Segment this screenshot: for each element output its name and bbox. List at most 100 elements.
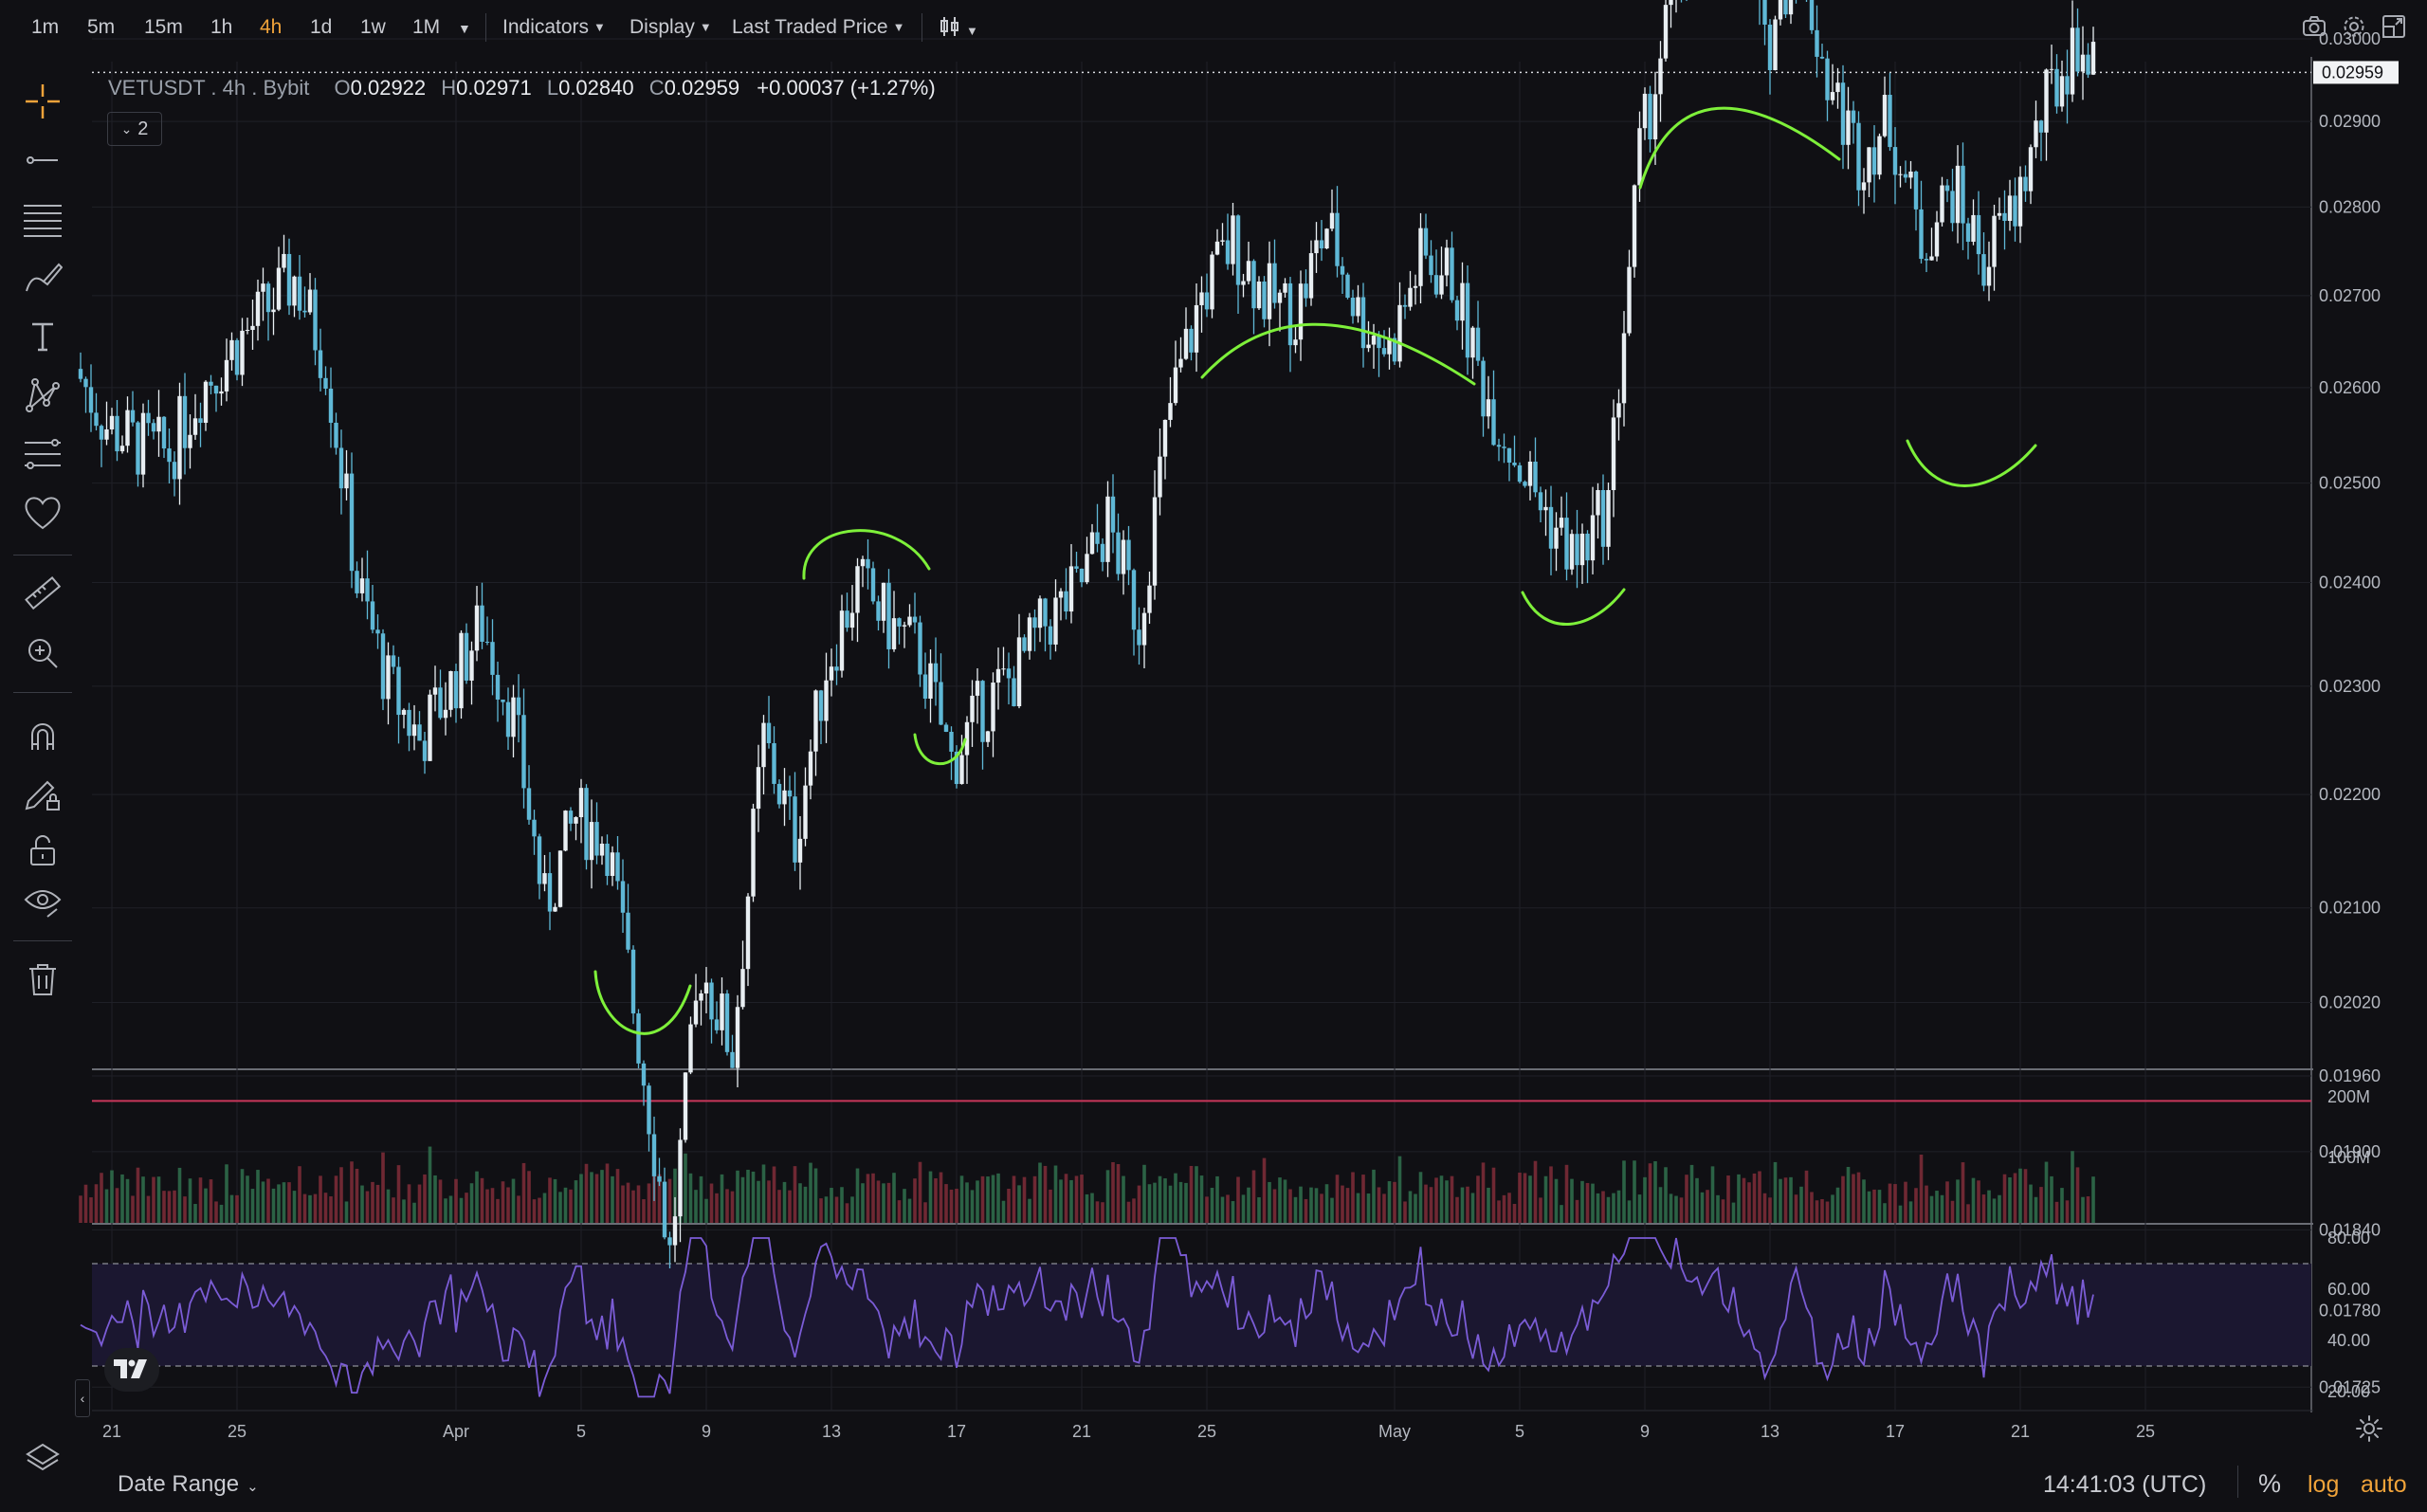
time-axis[interactable]: 21 25 Apr 5 9 13 17 21 25 May 5 9 13 17 21 25 [102, 1422, 2155, 1441]
price-tick-label: 0.02200 [2319, 785, 2381, 804]
camera-icon[interactable] [2302, 15, 2327, 38]
volume-bar [339, 1167, 343, 1223]
price-source-menu[interactable]: Last Traded Price ▼ [732, 16, 904, 39]
drawing-annotations[interactable] [593, 106, 2037, 1035]
candle-body [1606, 489, 1611, 547]
layers-tool[interactable] [19, 1434, 66, 1482]
timeframe-1d[interactable]: 1d [310, 16, 333, 38]
magnet-tool[interactable] [19, 713, 66, 760]
price-tick-label: 0.02500 [2319, 474, 2381, 493]
annotation-arc[interactable] [1200, 322, 1476, 386]
timeframe-1h[interactable]: 1h [210, 16, 233, 38]
candle-body [2017, 176, 2023, 227]
text-tool[interactable] [19, 313, 66, 360]
brush-tool[interactable] [19, 254, 66, 301]
volume-bar [1309, 1187, 1313, 1223]
annotation-arc[interactable] [1521, 588, 1626, 627]
volume-bar [611, 1175, 614, 1223]
price-axis[interactable]: 0.035000.033000.032000.031000.030000.029… [2313, 0, 2399, 1401]
gear-icon[interactable] [2342, 14, 2366, 39]
candle-body [1068, 566, 1074, 612]
price-tick-label: 0.02300 [2319, 677, 2381, 696]
candle-body [250, 325, 255, 331]
fib-tool[interactable] [19, 430, 66, 478]
volume-bar [1752, 1173, 1757, 1223]
candle-body [2013, 195, 2017, 227]
candle-body [1950, 191, 1955, 224]
volume-bar [673, 1168, 677, 1223]
candle-body [1105, 496, 1110, 562]
candle-body [1961, 165, 1965, 224]
indicators-menu[interactable]: Indicators ▼ [502, 16, 606, 39]
legend-symbol[interactable]: VETUSDT [108, 76, 206, 100]
volume-bar [1356, 1193, 1360, 1223]
log-scale-button[interactable]: log [2308, 1471, 2340, 1498]
volume-bar [605, 1163, 610, 1223]
horizontal-lines-tool[interactable] [19, 195, 66, 243]
volume-bar [266, 1178, 270, 1223]
annotation-arc[interactable] [913, 733, 967, 766]
lock-tool[interactable] [19, 827, 66, 874]
percent-scale-button[interactable]: % [2258, 1469, 2282, 1498]
volume-bar [631, 1190, 635, 1223]
rsi-tick-label: 80.00 [2327, 1229, 2370, 1248]
candle-body [130, 410, 136, 423]
collapse-panel-button[interactable]: ‹ [75, 1379, 90, 1417]
legend-close-key: C [648, 76, 665, 100]
candle-body [782, 790, 787, 805]
candle-body [1554, 527, 1559, 549]
candle-body [1214, 241, 1220, 255]
volume-bar [1445, 1180, 1449, 1223]
timeframe-1w[interactable]: 1w [360, 16, 386, 38]
axis-settings-gear-icon[interactable] [2355, 1414, 2383, 1443]
volume-bar [1820, 1198, 1824, 1223]
trend-line-tool[interactable] [19, 137, 66, 184]
candle-body [797, 838, 803, 863]
timeframe-15m[interactable]: 15m [144, 16, 183, 38]
volume-bar [448, 1195, 453, 1223]
volume-bar [1914, 1188, 1918, 1223]
utc-clock[interactable]: 14:41:03 (UTC) [2043, 1471, 2207, 1498]
annotation-arc[interactable] [802, 529, 931, 580]
delete-drawings-tool[interactable] [19, 956, 66, 1003]
candle-body [657, 1175, 662, 1182]
fullscreen-icon[interactable] [2381, 14, 2406, 39]
timeframe-1m[interactable]: 1m [31, 16, 60, 38]
candle-body [1141, 612, 1147, 646]
annotation-arc[interactable] [1906, 439, 2037, 487]
zoom-tool[interactable] [19, 629, 66, 677]
favorites-tool[interactable] [19, 489, 66, 537]
auto-scale-button[interactable]: auto [2361, 1471, 2407, 1498]
volume-bar [621, 1185, 625, 1223]
volume-bar [1074, 1175, 1079, 1223]
timeframe-5m[interactable]: 5m [87, 16, 116, 38]
timeframe-1M[interactable]: 1M [412, 16, 441, 38]
lock-drawings-edit-tool[interactable] [19, 770, 66, 817]
display-menu[interactable]: Display ▼ [630, 16, 712, 39]
volume-bar [871, 1173, 875, 1223]
timeframe-more-icon[interactable]: ▼ [458, 21, 471, 36]
annotation-arc[interactable] [593, 970, 692, 1035]
volume-bar [1028, 1198, 1031, 1223]
tradingview-logo[interactable] [104, 1348, 159, 1392]
candle-body [766, 722, 772, 743]
volume-bar [517, 1195, 520, 1223]
crosshair-tool[interactable] [19, 78, 66, 125]
volume-bar [1528, 1175, 1532, 1223]
studies-toggle-button[interactable]: ⌄ 2 [107, 112, 162, 146]
timeframe-4h[interactable]: 4h [260, 16, 283, 38]
candle-body [1340, 265, 1345, 275]
annotation-arc[interactable] [1638, 106, 1841, 190]
candle-body [1267, 263, 1272, 319]
candle-body [417, 724, 422, 741]
volume-bar [167, 1191, 172, 1223]
volume-bar [761, 1164, 766, 1223]
pattern-tool[interactable] [19, 372, 66, 419]
measure-tool[interactable] [19, 571, 66, 618]
date-range-button[interactable]: Date Range ⌄ [118, 1471, 259, 1498]
candle-body [881, 582, 886, 621]
candle-body [177, 395, 182, 480]
chart-type-button[interactable]: ▼ [939, 16, 978, 43]
hide-drawings-tool[interactable] [19, 880, 66, 927]
